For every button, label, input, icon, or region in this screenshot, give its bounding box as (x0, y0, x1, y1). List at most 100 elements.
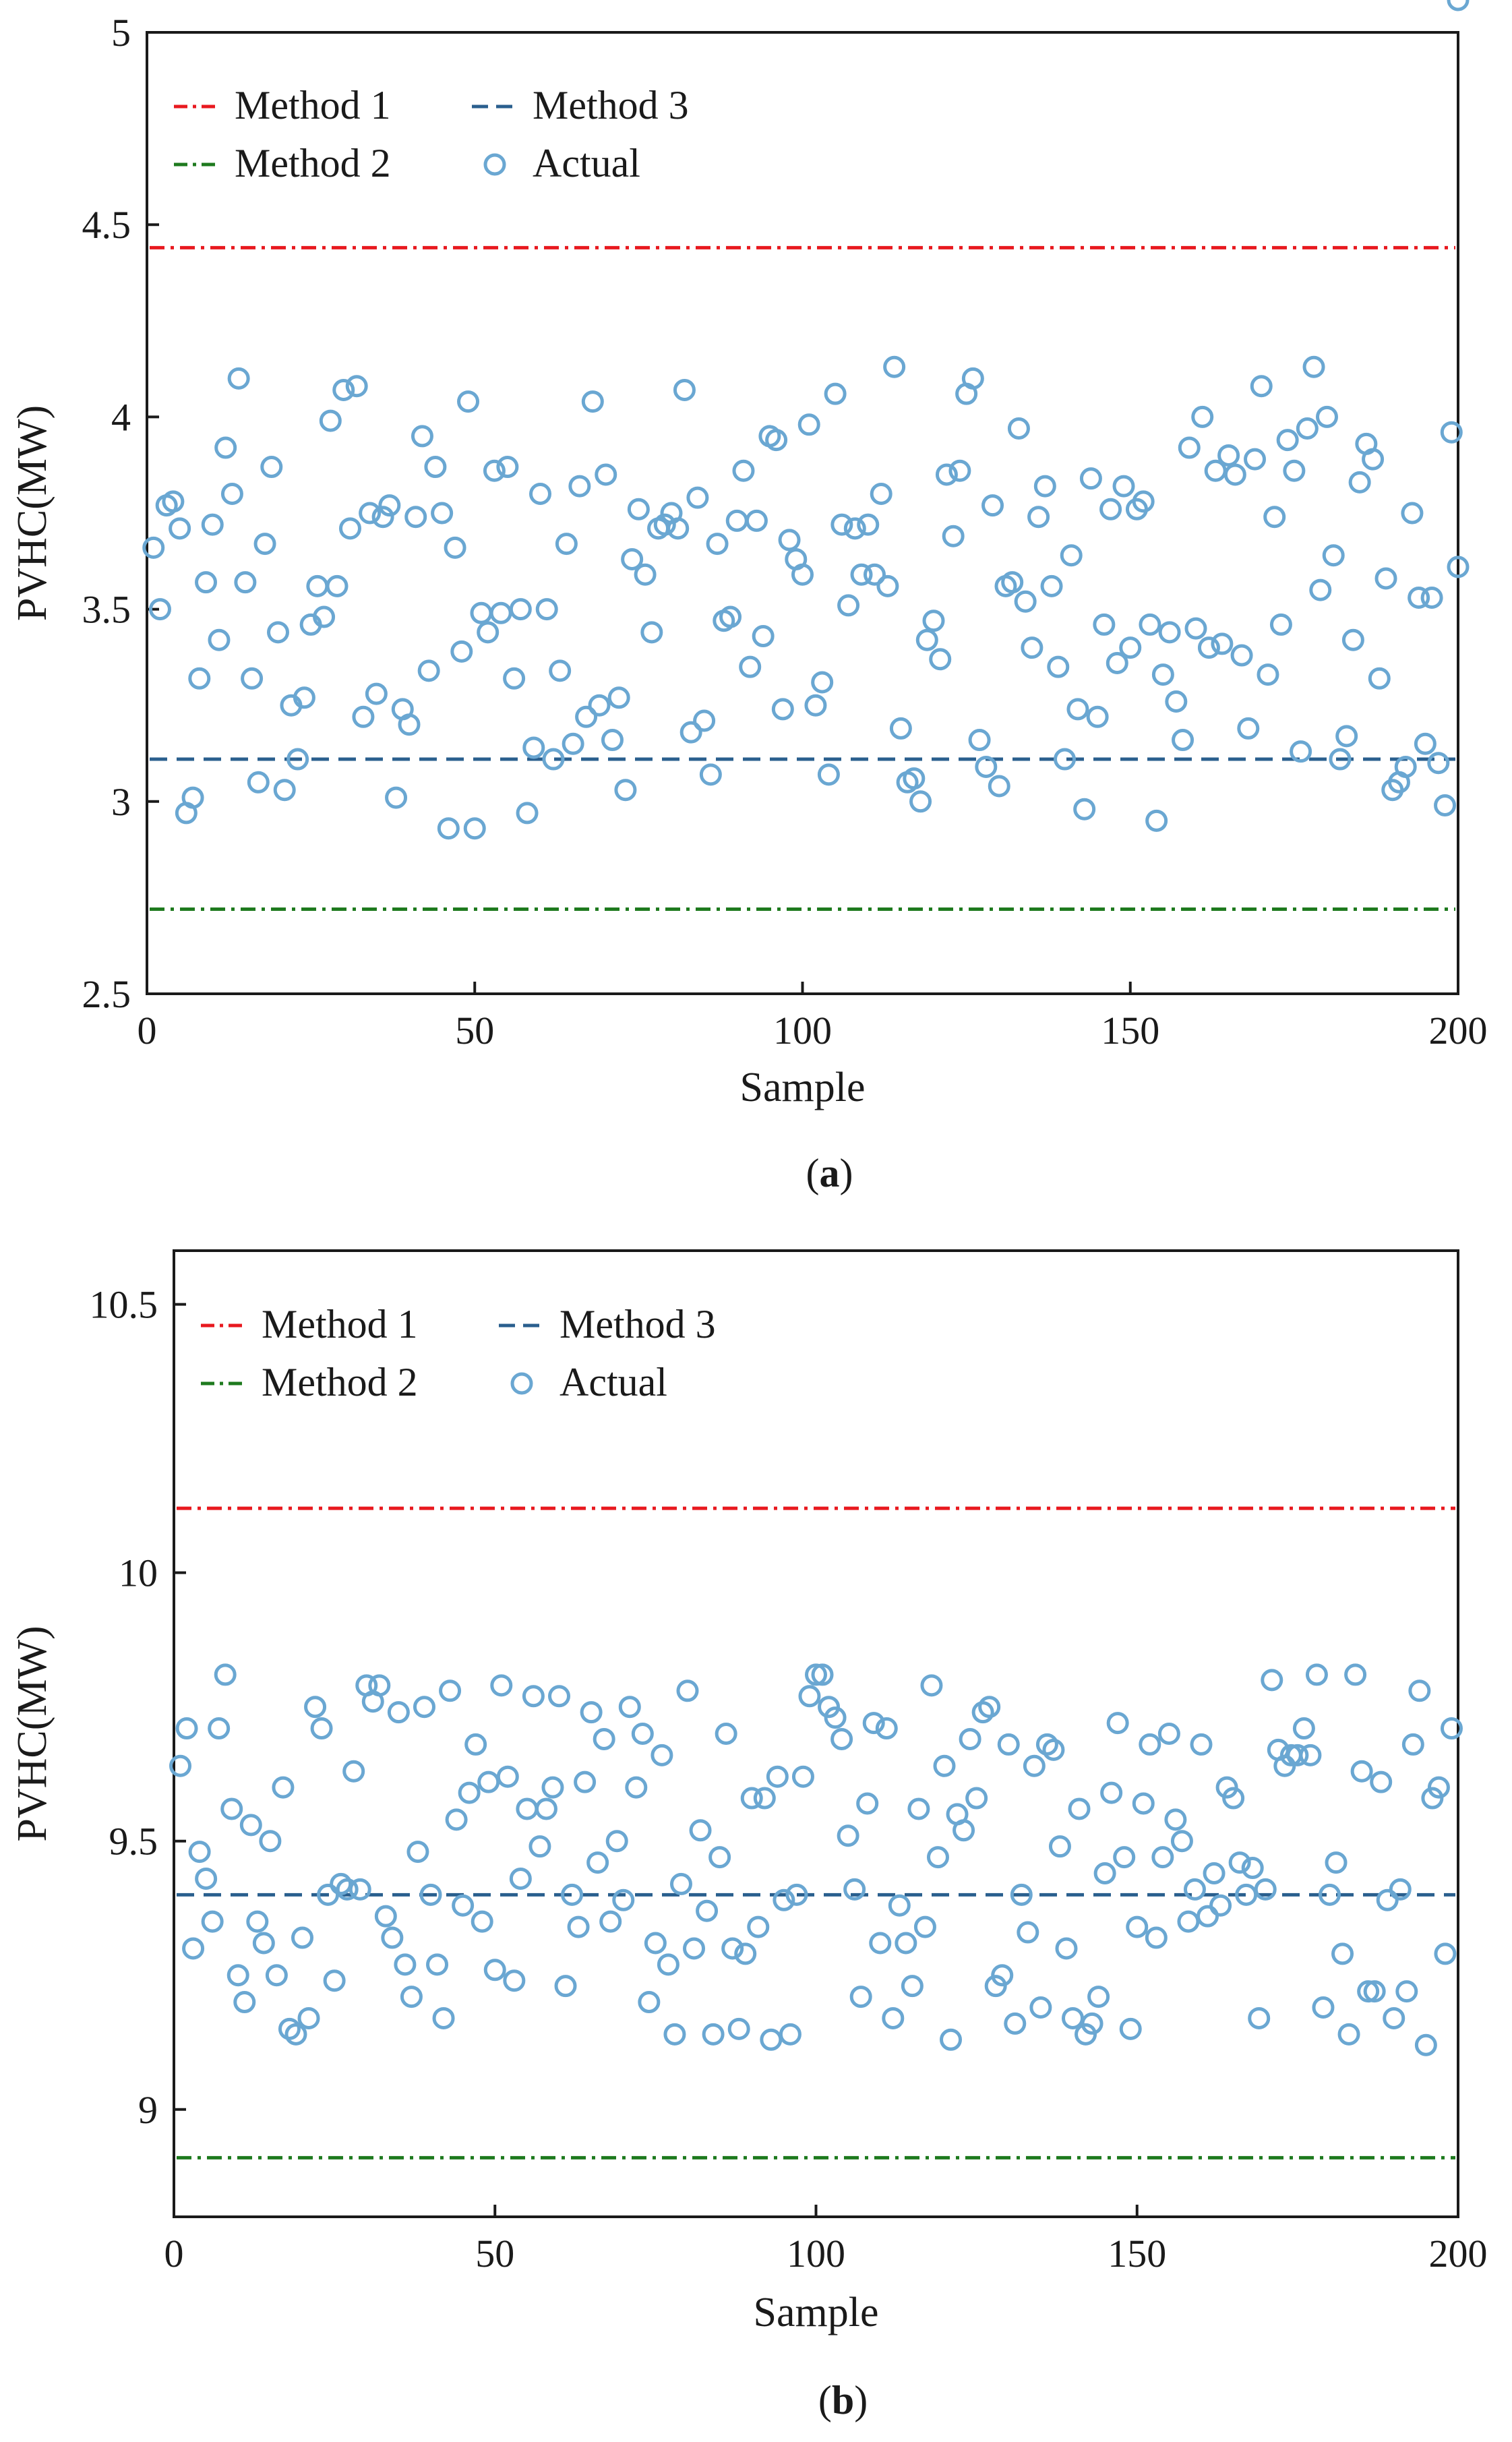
scatter-point (593, 1727, 615, 1750)
scatter-point (605, 1830, 628, 1853)
scatter-point (522, 736, 545, 759)
scatter-point (241, 667, 264, 690)
scatter-point (1427, 752, 1450, 775)
scatter-point (895, 1932, 917, 1955)
scatter-point (1132, 1792, 1155, 1815)
scatter-point (483, 459, 506, 482)
scatter-point (1035, 1733, 1058, 1756)
scatter-point (182, 1937, 205, 1960)
y-tick-label: 4 (111, 395, 131, 439)
scatter-point (404, 506, 427, 529)
scatter-point (1172, 729, 1195, 752)
scatter-point (1010, 1883, 1033, 1906)
scatter-point (830, 513, 853, 536)
scatter-point (625, 1776, 648, 1799)
scatter-point (739, 655, 762, 678)
scatter-point (1319, 1883, 1341, 1906)
scatter-point (599, 1910, 622, 1933)
scatter-point (470, 601, 493, 624)
scatter-point (1309, 578, 1332, 601)
scatter-point (503, 1969, 526, 1992)
scatter-point (732, 459, 755, 482)
legend-label-method-3: Method 3 (560, 1302, 716, 1346)
scatter-point (1389, 1878, 1412, 1901)
scatter-point (824, 382, 847, 405)
scatter-point (419, 1883, 442, 1906)
scatter-point (319, 409, 342, 432)
scatter-point (411, 425, 433, 448)
scatter-point (1228, 1851, 1251, 1874)
scatter-point (926, 1846, 949, 1869)
scatter-point (862, 1712, 885, 1735)
scatter-point (1001, 571, 1024, 594)
scatter-point (667, 517, 690, 540)
x-tick-label: 200 (1429, 1009, 1488, 1052)
scatter-point (785, 1883, 808, 1906)
scatter-point (791, 1765, 814, 1788)
scatter-point (548, 1685, 570, 1708)
scatter-point (981, 494, 1004, 517)
scatter-point (1408, 586, 1430, 609)
scatter-point (1434, 1942, 1457, 1965)
scatter-point (1331, 1942, 1354, 1965)
scatter-point (1183, 1878, 1206, 1901)
scatter-point (1357, 1980, 1380, 2003)
scatter-point (901, 1975, 924, 1998)
scatter-point (607, 686, 630, 709)
scatter-point (273, 779, 296, 802)
chart-panel-b: 0 50 100 150 20099.51010.5SamplePVHC(MW)Meth… (9, 0, 1488, 2422)
legend: Method 1 Method 3 Method 2 Actual (174, 83, 689, 185)
scatter-point (201, 513, 224, 536)
scatter-point (1447, 556, 1470, 578)
scatter-point (142, 536, 165, 559)
scatter-point (528, 1835, 551, 1858)
scatter-point (948, 459, 971, 482)
y-tick-label: 9 (138, 2088, 158, 2132)
scatter-point (1021, 636, 1044, 659)
scatter-point (644, 1932, 667, 1955)
scatter-point (1394, 755, 1417, 778)
scatter-point (869, 1932, 892, 1955)
scatter-point (581, 390, 604, 413)
scatter-point (332, 378, 355, 401)
y-tick-label: 3.5 (82, 588, 131, 632)
scatter-point (766, 1765, 789, 1788)
scatter-point (345, 375, 368, 398)
scatter-point (1112, 475, 1135, 498)
scatter-point (1151, 1846, 1174, 1869)
scatter-point (424, 456, 447, 479)
scatter-point (490, 1674, 513, 1697)
scatter-point (503, 667, 526, 690)
scatter-point (850, 563, 873, 586)
x-axis-label: Sample (754, 2290, 879, 2335)
scatter-point (745, 509, 768, 532)
scatter-point (304, 1696, 327, 1719)
scatter-point (284, 2023, 307, 2046)
scatter-point (201, 1910, 224, 1933)
legend-label-method-1: Method 1 (235, 83, 391, 127)
panel-caption: (a) (806, 1151, 853, 1195)
scatter-point (426, 1953, 449, 1976)
scatter-point (336, 1878, 359, 1901)
scatter-point (306, 574, 329, 597)
scatter-point (260, 456, 283, 479)
scatter-point (323, 1969, 346, 1992)
scatter-point (1119, 636, 1142, 659)
scatter-point (208, 1717, 231, 1740)
scatter-point (679, 721, 702, 744)
scatter-point (554, 1975, 577, 1998)
scatter-point (286, 748, 309, 771)
scatter-point (1004, 2012, 1027, 2035)
scatter-point (444, 536, 466, 559)
scatter-point (686, 486, 709, 509)
scatter-point (445, 1808, 468, 1831)
y-tick-label: 9.5 (109, 1820, 158, 1864)
scatter-point (1440, 421, 1463, 444)
panel-caption: (b) (818, 2378, 868, 2422)
scatter-point (291, 1926, 313, 1949)
scatter-point (653, 513, 676, 536)
scatter-point (220, 482, 243, 505)
scatter-point (562, 732, 584, 755)
legend-label-method-3: Method 3 (533, 83, 689, 127)
scatter-point (1241, 1857, 1264, 1880)
